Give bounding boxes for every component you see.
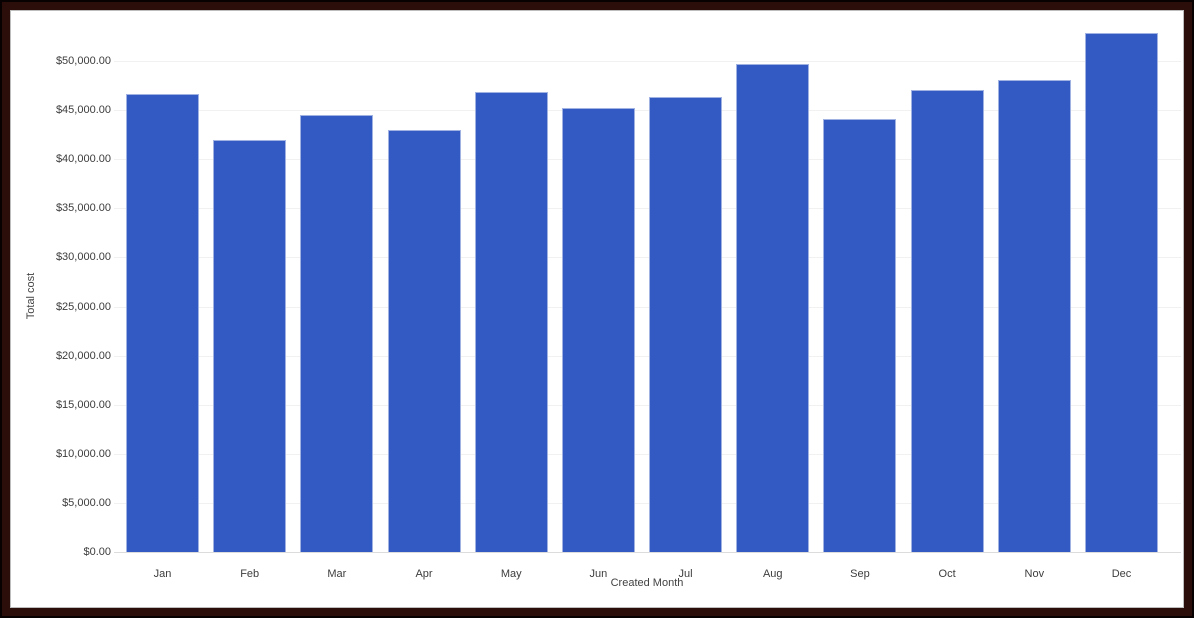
- y-tick-label: $25,000.00: [55, 300, 111, 313]
- gridline: [114, 159, 1181, 161]
- x-tick-label: Jul: [678, 568, 693, 580]
- x-tick-label: Jan: [153, 568, 172, 580]
- x-tick-label: Nov: [1024, 568, 1045, 580]
- gridline: [114, 110, 1181, 112]
- x-tick-label: Dec: [1111, 568, 1132, 580]
- bar-jan[interactable]: [126, 94, 199, 552]
- gridline: [114, 502, 1181, 504]
- bar-aug[interactable]: [736, 63, 810, 552]
- y-tick-label: $40,000.00: [55, 153, 111, 166]
- y-tick-label: $10,000.00: [55, 447, 111, 460]
- gridline: [114, 404, 1181, 406]
- bar-jul[interactable]: [649, 97, 723, 552]
- x-axis-title: Created Month: [610, 577, 684, 589]
- bar-sep[interactable]: [823, 118, 897, 552]
- x-tick-label: Apr: [415, 568, 433, 580]
- y-tick-label: $5,000.00: [62, 496, 111, 509]
- gridline: [114, 552, 1181, 553]
- x-tick-label: Mar: [327, 568, 347, 580]
- gridline: [114, 355, 1181, 357]
- x-tick-label: Sep: [850, 568, 870, 580]
- x-tick-label: Feb: [240, 568, 260, 580]
- gridline: [114, 257, 1181, 259]
- x-tick-label: Jun: [589, 568, 608, 580]
- gridline: [114, 453, 1181, 455]
- bar-mar[interactable]: [300, 115, 374, 552]
- bar-nov[interactable]: [997, 79, 1071, 552]
- bar-feb[interactable]: [213, 139, 287, 552]
- y-tick-label: $30,000.00: [55, 251, 111, 264]
- y-tick-label: $45,000.00: [55, 104, 111, 117]
- bar-oct[interactable]: [910, 90, 984, 552]
- bar-chart: Total cost $0.00 $5,000.00 $10,000.00 $15,0…: [10, 10, 1184, 608]
- bar-jun[interactable]: [561, 108, 635, 552]
- y-tick-label: $0.00: [83, 546, 111, 558]
- y-tick-label: $15,000.00: [55, 398, 111, 411]
- x-tick-label: May: [500, 568, 522, 580]
- y-tick-label: $20,000.00: [55, 349, 111, 362]
- gridline: [114, 61, 1181, 62]
- gridline: [114, 306, 1181, 308]
- gridline: [114, 208, 1181, 210]
- y-tick-label: $35,000.00: [55, 202, 111, 215]
- y-tick-label: $50,000.00: [55, 55, 111, 67]
- bar-may[interactable]: [474, 92, 548, 552]
- x-tick-label: Aug: [762, 568, 783, 580]
- bar-dec[interactable]: [1084, 32, 1158, 552]
- bar-apr[interactable]: [387, 129, 461, 552]
- x-tick-label: Oct: [938, 568, 956, 580]
